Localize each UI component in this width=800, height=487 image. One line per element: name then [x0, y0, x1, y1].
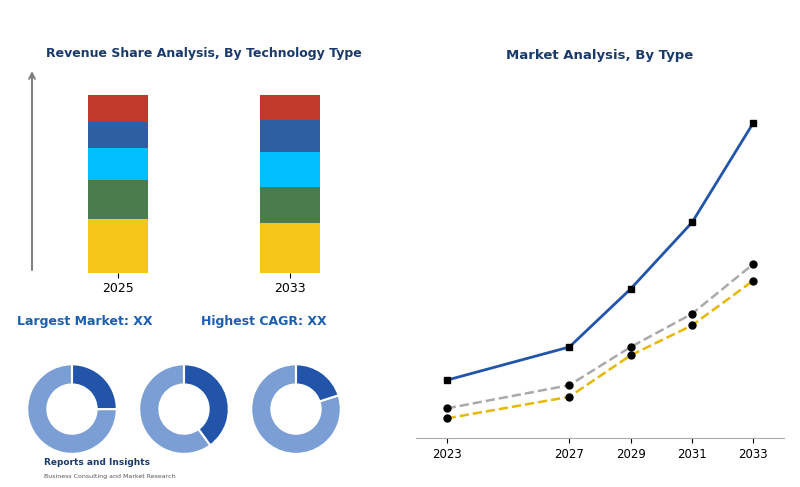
Title: Revenue Share Analysis, By Technology Type: Revenue Share Analysis, By Technology Ty… [46, 47, 362, 60]
Text: Reports and Insights: Reports and Insights [44, 458, 150, 467]
Bar [260, 95, 320, 120]
Bar [88, 180, 148, 219]
Bar [88, 122, 148, 148]
Text: Business Consulting and Market Research: Business Consulting and Market Research [44, 473, 176, 479]
Bar [260, 120, 320, 152]
Text: Largest Market: XX: Largest Market: XX [18, 315, 153, 328]
Wedge shape [72, 364, 117, 409]
Wedge shape [251, 364, 341, 454]
Bar [260, 223, 320, 273]
Wedge shape [139, 364, 210, 454]
Wedge shape [27, 364, 117, 454]
Text: R: R [20, 463, 28, 472]
Bar [88, 95, 148, 122]
Text: Highest CAGR: XX: Highest CAGR: XX [202, 315, 327, 328]
Wedge shape [184, 364, 229, 445]
Bar [88, 219, 148, 273]
Bar [260, 152, 320, 187]
Text: UNITED STATES ENERGY AS A SERVICE MARKET SEGMENT ANALYSIS: UNITED STATES ENERGY AS A SERVICE MARKET… [16, 22, 546, 36]
Title: Market Analysis, By Type: Market Analysis, By Type [506, 49, 694, 62]
Bar [260, 187, 320, 223]
Wedge shape [296, 364, 338, 401]
Bar [88, 148, 148, 180]
